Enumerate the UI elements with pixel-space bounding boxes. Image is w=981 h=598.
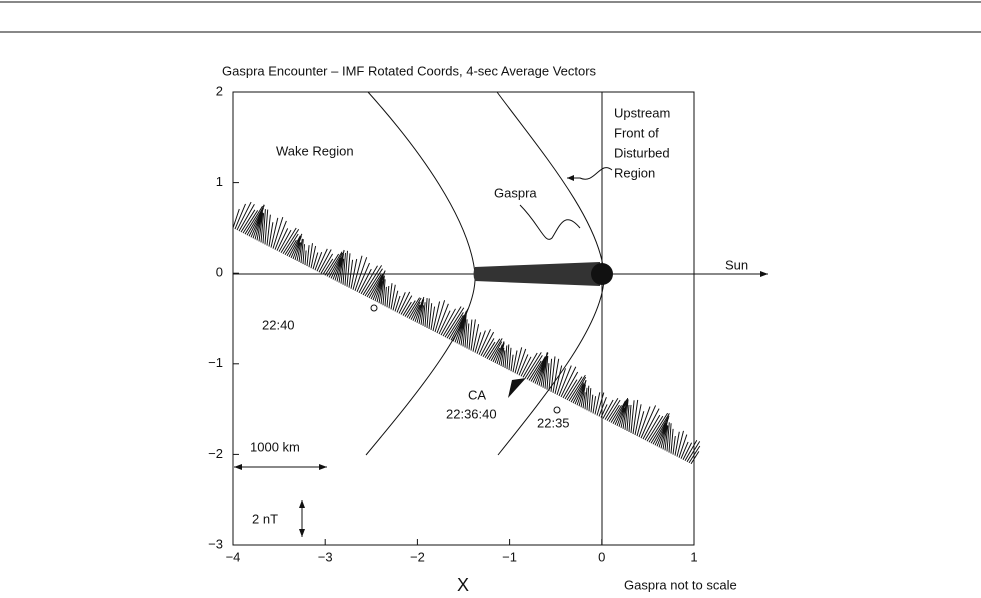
x-tick-label: −1 (502, 549, 517, 564)
gaspra-wake (473, 262, 600, 286)
annotation: Front of (614, 125, 659, 140)
annotation: Upstream (614, 105, 670, 120)
gaspra-body (591, 263, 613, 285)
annotation: Wake Region (276, 143, 354, 158)
plot-frame (232, 91, 695, 546)
ca-marker (508, 378, 526, 398)
y-tick-label: −1 (208, 355, 223, 370)
annotation: 22:36:40 (446, 406, 497, 421)
nt-scale-heads (299, 500, 305, 537)
x-tick-label: −4 (226, 549, 241, 564)
sun-arrowhead (760, 271, 768, 277)
y-tick-label: 2 (216, 83, 223, 98)
annotation: Region (614, 165, 655, 180)
field-vectors (232, 201, 701, 465)
y-tick-label: −3 (208, 536, 223, 551)
annotation: 1000 km (250, 439, 300, 454)
gaspra-leader (519, 204, 581, 240)
annotation: Disturbed (614, 145, 670, 160)
x-tick-label: 1 (690, 549, 697, 564)
upstream-leader (567, 167, 613, 180)
annotation: 2 nT (252, 511, 278, 526)
y-tick-label: −2 (208, 446, 223, 461)
annotation: Gaspra (494, 185, 537, 200)
vector-hatch (232, 201, 701, 465)
annotation: 22:35 (537, 415, 570, 430)
annotation: CA (468, 387, 486, 402)
x-tick-label: −3 (318, 549, 333, 564)
time-marker (370, 304, 378, 312)
time-marker (553, 406, 561, 414)
annotation: Gaspra not to scale (624, 577, 737, 592)
x-axis-label: X (457, 575, 469, 595)
y-tick-label: 1 (216, 174, 223, 189)
y-tick-label: 0 (216, 265, 223, 280)
annotation: 22:40 (262, 317, 295, 332)
x-tick-label: −2 (410, 549, 425, 564)
annotation: Sun (725, 257, 748, 272)
upstream-arrowhead (567, 175, 574, 181)
x-tick-label: 0 (598, 549, 605, 564)
chart-title: Gaspra Encounter – IMF Rotated Coords, 4… (222, 63, 597, 78)
